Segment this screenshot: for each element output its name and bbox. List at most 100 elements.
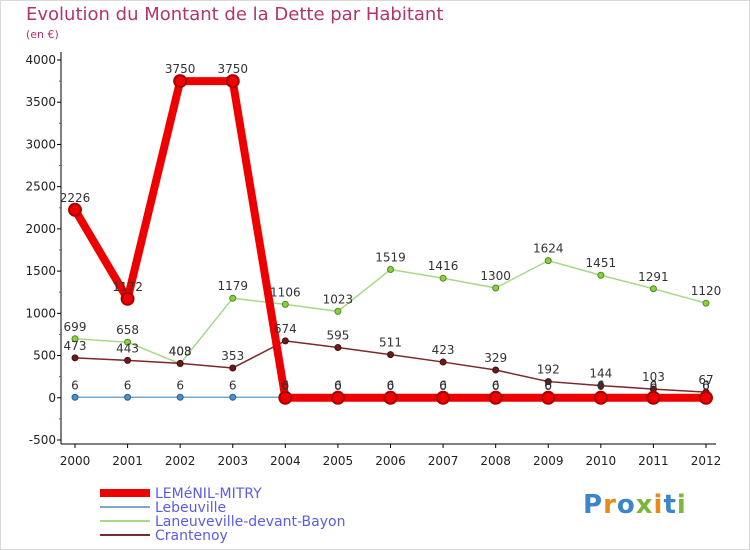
data-label: 329 xyxy=(484,351,507,365)
data-point xyxy=(649,285,657,293)
data-label: 0 xyxy=(544,379,552,393)
data-label: 6 xyxy=(229,378,237,392)
data-point xyxy=(699,390,713,405)
data-label: 473 xyxy=(64,339,87,353)
y-tick-label: 1000 xyxy=(25,306,56,320)
logo-letter: i xyxy=(653,490,664,520)
data-point xyxy=(278,390,293,405)
data-point xyxy=(593,390,608,405)
data-label: 103 xyxy=(642,370,665,384)
data-label: 192 xyxy=(537,363,560,377)
data-label: 0 xyxy=(702,379,710,393)
data-point xyxy=(541,390,556,405)
data-label: 1023 xyxy=(323,292,354,306)
data-label: 6 xyxy=(702,378,710,392)
legend-label: Laneuveville-devant-Bayon xyxy=(155,514,345,530)
data-point xyxy=(229,393,237,401)
data-label: 6 xyxy=(71,378,79,392)
y-tick-label: 3000 xyxy=(25,137,56,151)
data-point xyxy=(439,358,447,366)
data-label: 1179 xyxy=(217,279,248,293)
data-point xyxy=(544,378,552,386)
chart-title: Evolution du Montant de la Dette par Hab… xyxy=(26,4,444,25)
data-label: 6 xyxy=(176,378,184,392)
data-point xyxy=(597,271,605,279)
y-tick-label: -500 xyxy=(29,433,56,447)
data-point xyxy=(225,74,240,89)
y-tick-label: 500 xyxy=(33,349,56,363)
data-label: 6 xyxy=(282,378,290,392)
data-label: 67 xyxy=(698,373,713,387)
logo-letter: r xyxy=(603,490,617,520)
data-label: 3750 xyxy=(217,62,248,76)
data-label: 0 xyxy=(439,379,447,393)
data-label: 6 xyxy=(492,378,500,392)
data-label: 511 xyxy=(379,336,402,350)
data-label: 1172 xyxy=(112,280,143,294)
y-tick-label: 1500 xyxy=(25,264,56,278)
data-label: 3750 xyxy=(165,62,196,76)
data-label: 0 xyxy=(334,379,342,393)
data-point xyxy=(176,393,184,401)
logo-letter: x xyxy=(635,490,654,520)
data-point xyxy=(597,382,605,390)
x-tick-label: 2001 xyxy=(112,454,143,468)
data-point xyxy=(383,390,398,405)
data-point xyxy=(281,300,289,308)
data-point xyxy=(544,257,552,265)
x-tick-label: 2005 xyxy=(323,454,354,468)
data-label: 2226 xyxy=(60,191,91,205)
x-tick-label: 2008 xyxy=(480,454,511,468)
proxiti-logo: Proxiti xyxy=(583,490,687,520)
data-label: 0 xyxy=(282,379,290,393)
x-tick-label: 2000 xyxy=(60,454,91,468)
data-label: 1120 xyxy=(691,284,722,298)
data-point xyxy=(173,74,188,89)
x-tick-label: 2004 xyxy=(270,454,301,468)
data-point xyxy=(646,390,661,405)
data-point xyxy=(281,337,289,345)
data-point xyxy=(68,202,82,217)
data-point xyxy=(229,294,237,302)
data-label: 1106 xyxy=(270,285,301,299)
y-tick-label: 0 xyxy=(48,391,56,405)
data-label: 1451 xyxy=(586,256,617,270)
data-point xyxy=(492,284,500,292)
data-label: 353 xyxy=(221,349,244,363)
data-point xyxy=(330,390,345,405)
data-point xyxy=(436,390,451,405)
legend-label: Lebeuville xyxy=(155,500,226,516)
data-point xyxy=(488,390,503,405)
y-tick-label: 3500 xyxy=(25,95,56,109)
x-tick-label: 2006 xyxy=(375,454,406,468)
data-label: 6 xyxy=(387,378,395,392)
logo-letter: i xyxy=(676,490,687,520)
data-point xyxy=(334,344,342,352)
data-point xyxy=(334,307,342,315)
x-tick-label: 2012 xyxy=(691,454,722,468)
legend-label: Crantenoy xyxy=(155,528,228,544)
data-label: 1300 xyxy=(480,269,511,283)
data-label: 0 xyxy=(387,379,395,393)
data-point xyxy=(124,393,132,401)
data-label: 144 xyxy=(589,367,612,381)
data-point xyxy=(492,366,500,374)
data-point xyxy=(439,274,447,282)
data-point xyxy=(120,291,135,306)
y-tick-label: 2500 xyxy=(25,180,56,194)
data-point xyxy=(387,266,394,274)
data-point xyxy=(702,299,710,307)
data-point xyxy=(71,354,79,362)
data-label: 1291 xyxy=(638,270,669,284)
x-tick-label: 2009 xyxy=(533,454,564,468)
data-label: 6 xyxy=(439,378,447,392)
data-point xyxy=(124,356,132,364)
y-tick-label: 2000 xyxy=(25,222,56,236)
logo-letter: o xyxy=(616,490,636,520)
x-tick-label: 2010 xyxy=(586,454,617,468)
data-point xyxy=(71,335,79,343)
x-tick-label: 2003 xyxy=(217,454,248,468)
y-tick-label: 4000 xyxy=(25,53,56,67)
data-label: 423 xyxy=(432,343,455,357)
logo-letter: t xyxy=(663,490,677,520)
